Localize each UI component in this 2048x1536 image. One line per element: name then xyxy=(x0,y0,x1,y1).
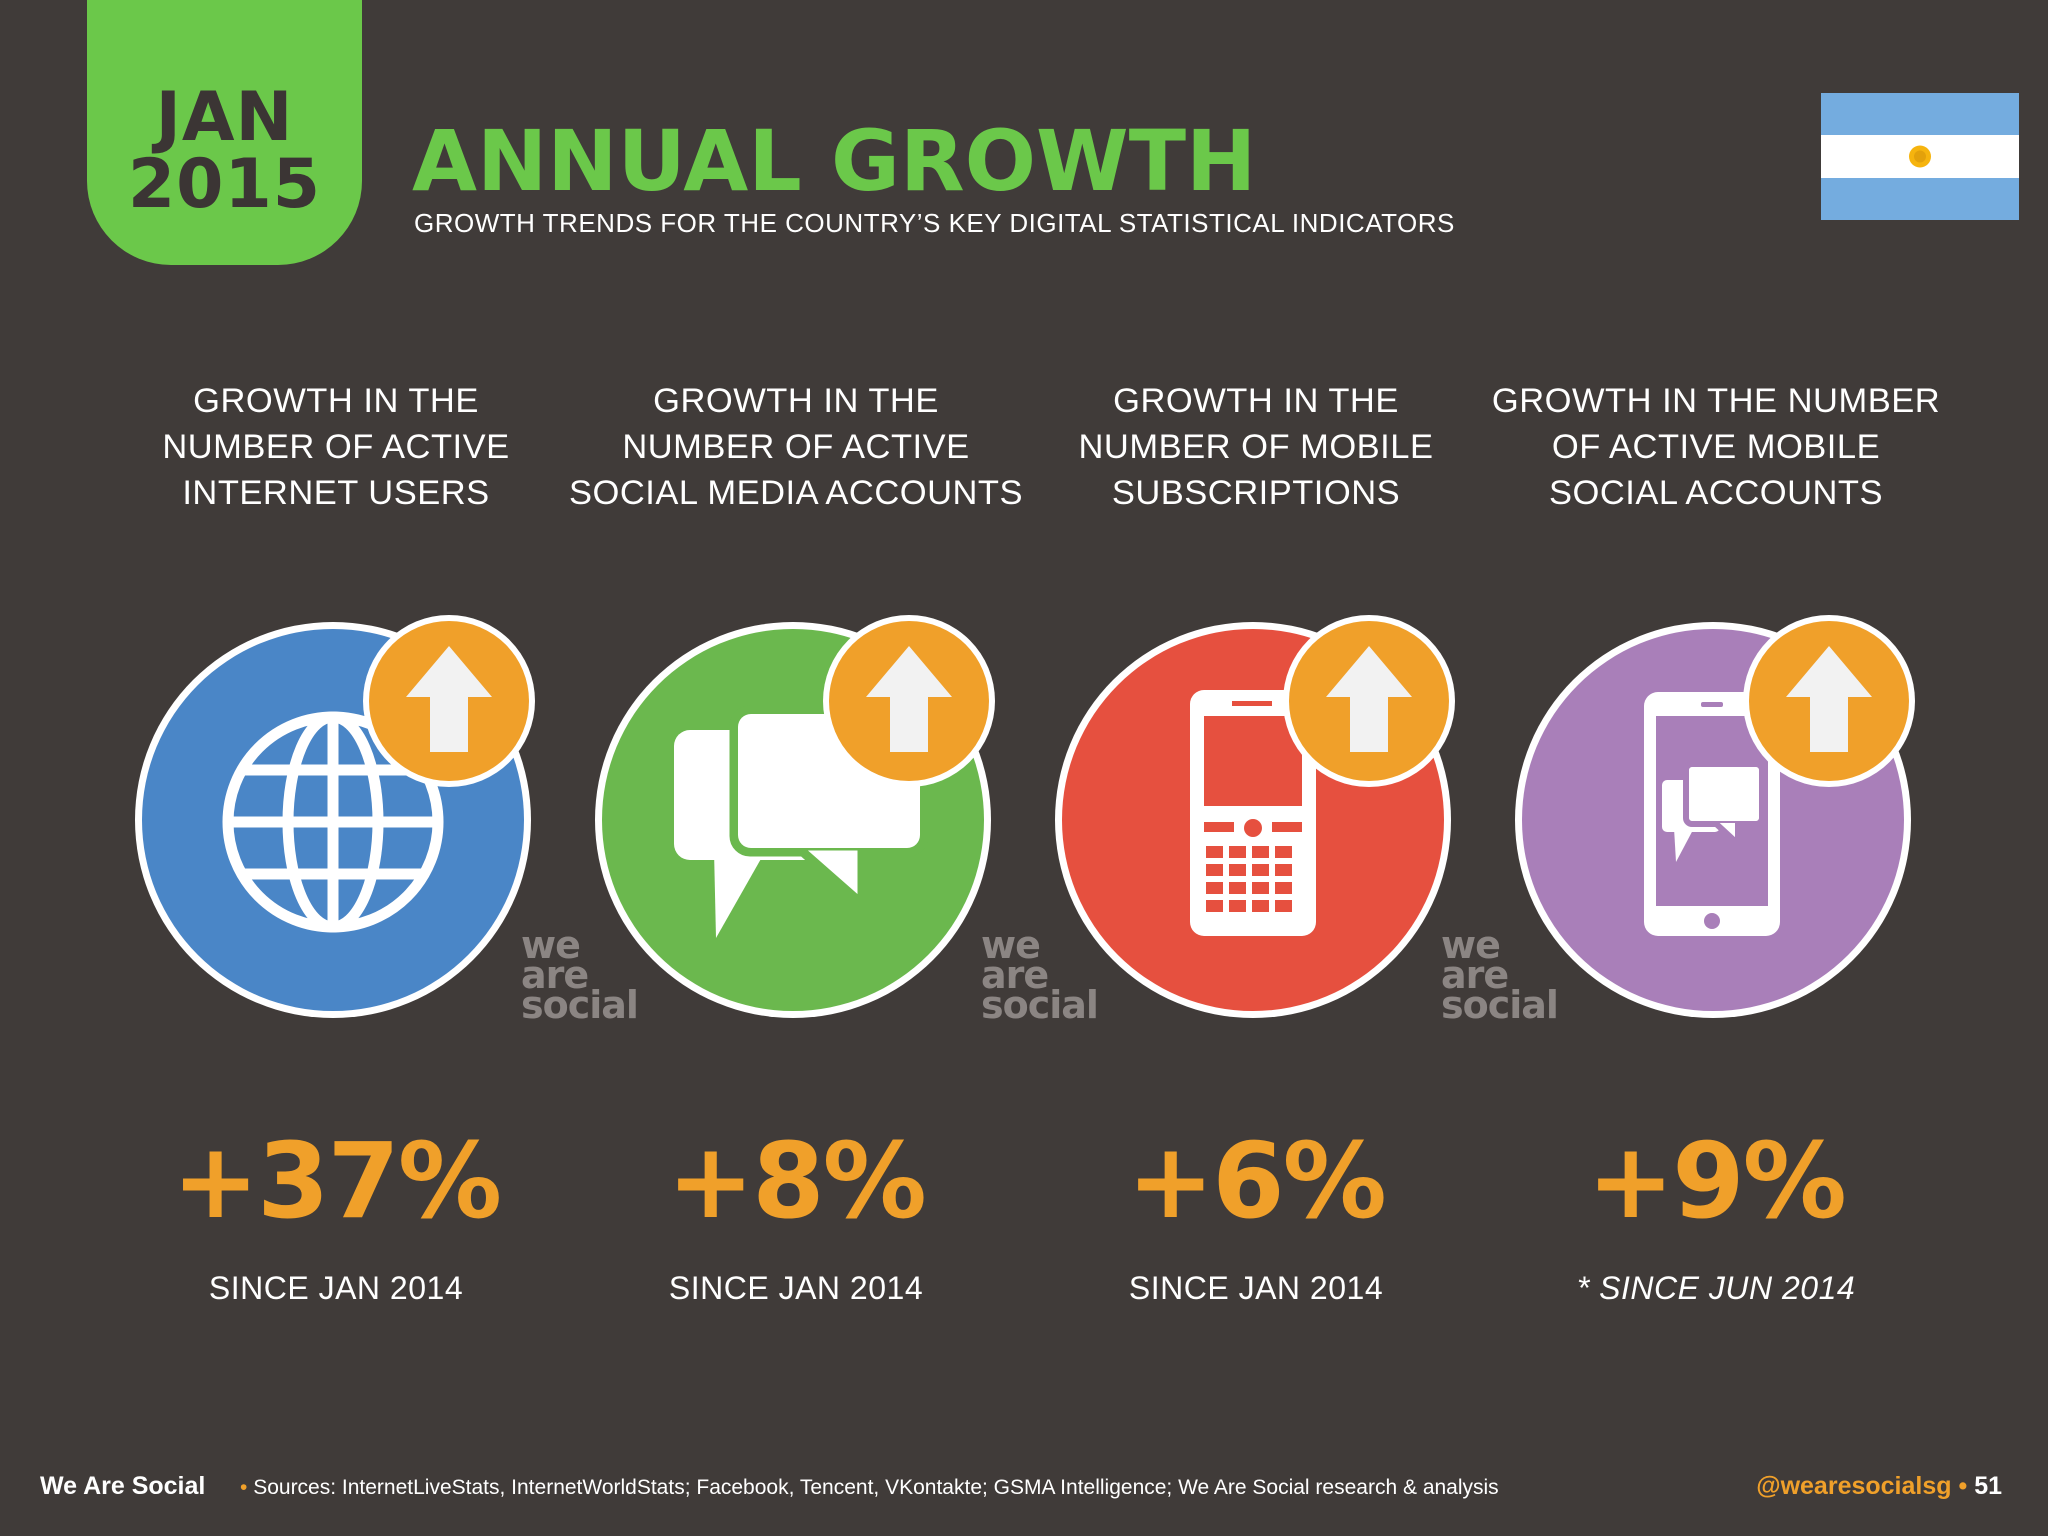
indicator-heading: GROWTH IN THE NUMBER OF ACTIVE MOBILE SO… xyxy=(1491,382,1941,512)
chat-bubbles-icon xyxy=(595,615,995,1018)
indicator-mobile-social-accounts: GROWTH IN THE NUMBER OF ACTIVE MOBILE SO… xyxy=(1441,0,1946,1400)
date-month: JAN xyxy=(155,78,294,157)
since-label: SINCE JAN 2014 xyxy=(1128,1270,1384,1306)
indicator-heading: GROWTH IN THE NUMBER OF MOBILE SUBSCRIPT… xyxy=(1078,382,1434,512)
up-arrow-badge-icon xyxy=(823,615,995,787)
growth-value: +6% xyxy=(1127,1120,1387,1242)
smartphone-chat-icon xyxy=(1515,615,1915,1018)
argentina-flag-icon xyxy=(1821,93,2019,220)
since-label: * SINCE JUN 2014 xyxy=(1576,1270,1856,1306)
since-label: SINCE JAN 2014 xyxy=(208,1270,464,1306)
up-arrow-badge-icon xyxy=(1283,615,1455,787)
indicator-heading: GROWTH IN THE NUMBER OF ACTIVE INTERNET … xyxy=(162,382,510,512)
indicator-heading: GROWTH IN THE NUMBER OF ACTIVE SOCIAL ME… xyxy=(569,382,1023,512)
footer-handle: @wearesocialsg • 51 xyxy=(1756,1472,2002,1500)
page-title: ANNUAL GROWTH xyxy=(412,112,1257,210)
mobile-phone-icon xyxy=(1055,615,1455,1018)
growth-value: +9% xyxy=(1587,1120,1847,1242)
up-arrow-badge-icon xyxy=(1743,615,1915,787)
date-tab xyxy=(87,0,362,265)
date-year: 2015 xyxy=(127,145,322,224)
we-are-social-watermark: we are social xyxy=(981,923,1099,1027)
page-subtitle: GROWTH TRENDS FOR THE COUNTRY’S KEY DIGI… xyxy=(414,208,1455,238)
indicator-mobile-subscriptions: GROWTH IN THE NUMBER OF MOBILE SUBSCRIPT… xyxy=(981,0,1486,1400)
indicator-social-accounts: GROWTH IN THE NUMBER OF ACTIVE SOCIAL ME… xyxy=(521,0,1026,1400)
footer-separator: • xyxy=(240,1476,248,1499)
footer-sources-text: Sources: InternetLiveStats, InternetWorl… xyxy=(253,1476,1499,1499)
twitter-handle: @wearesocialsg xyxy=(1756,1472,1952,1500)
indicator-internet-users: GROWTH IN THE NUMBER OF ACTIVE INTERNET … xyxy=(106,0,566,1400)
growth-value: +8% xyxy=(667,1120,927,1242)
we-are-social-watermark: we are social xyxy=(521,923,639,1027)
page-number: 51 xyxy=(1974,1472,2002,1500)
globe-icon xyxy=(135,615,535,1018)
since-label: SINCE JAN 2014 xyxy=(668,1270,924,1306)
footer-brand: We Are Social xyxy=(40,1472,206,1500)
growth-value: +37% xyxy=(171,1120,502,1242)
footer-sources: • Sources: InternetLiveStats, InternetWo… xyxy=(240,1476,1499,1500)
up-arrow-badge-icon xyxy=(363,615,535,787)
we-are-social-watermark: we are social xyxy=(1441,923,1559,1027)
